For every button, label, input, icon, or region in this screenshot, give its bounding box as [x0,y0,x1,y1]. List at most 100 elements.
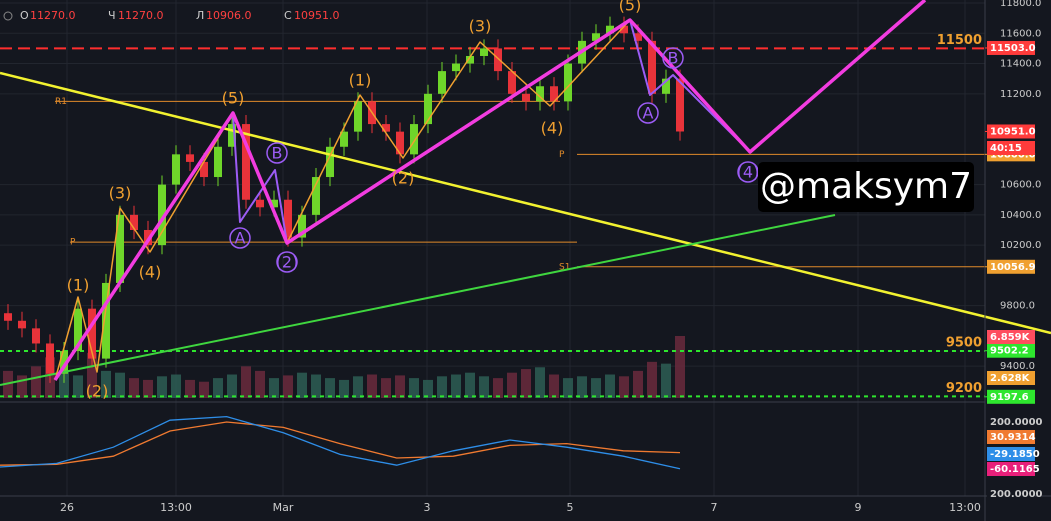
volume-bar [73,375,83,398]
candle-body [60,351,68,374]
ohlc-value: 10906.0 [206,9,252,22]
price-tag [987,389,1035,404]
volume-bar [591,378,601,398]
volume-bar [563,378,573,398]
volume-bar [199,381,209,398]
y-tick-label: 10600.0 [1000,180,1041,191]
watermark: @maksym7 [760,166,972,207]
wave-line [629,19,751,153]
candle-body [620,25,628,34]
wave-label: B [272,144,283,163]
volume-bar [521,369,531,398]
volume-bar [605,374,615,398]
y-tick-label: 10200.0 [1000,240,1041,251]
x-tick-label: 13:00 [160,501,192,514]
price-tag [987,141,1035,155]
price-tag-label: 9502.2 [990,346,1029,357]
candle-body [200,161,208,178]
volume-bar [269,378,279,398]
wave-label: (3) [469,17,492,36]
candle-body [130,214,138,230]
y-tick-label: 9400.0 [1000,361,1035,372]
candle-body [634,33,642,41]
price-tag [987,430,1035,444]
price-tag-label: 30.9314 [990,432,1036,443]
price-tag [987,371,1035,385]
volume-bar [535,367,545,398]
ohlc-value: 11270.0 [30,9,76,22]
watermark-box [758,162,974,212]
volume-bar [661,363,671,398]
level-label: 9200 [946,381,982,396]
volume-bar [493,378,503,398]
volume-bar [17,375,27,398]
volume-bar [311,374,321,398]
price-tag-label: 10951.0 [990,126,1036,137]
wave-label: (4) [139,263,162,282]
candle-body [18,320,26,329]
candle-body [326,146,334,178]
wave-label: (3) [109,184,132,203]
wave-label: (4) [541,119,564,138]
wave-label: (5) [619,0,642,15]
price-tag [987,259,1035,274]
candle-body [662,78,670,94]
pivot-label: P [559,150,565,160]
ohlc-value: 10951.0 [294,9,340,22]
candle-body [46,343,54,374]
wave-line [54,112,234,381]
wave-line [232,112,288,244]
y-tick-label: 11800.0 [1000,0,1041,9]
candle-body [88,308,96,359]
price-tag [987,40,1035,55]
volume-bar [87,352,97,398]
candle-body [298,214,306,238]
price-tag-label: 9197.6 [990,392,1029,403]
wave-line [53,0,927,381]
volume-bar [255,370,265,398]
candle-body [354,101,362,132]
y-tick-label: 11400.0 [1000,59,1041,70]
candle-body [648,40,656,94]
wave-circle [637,102,659,124]
pivot-label: P [70,238,76,248]
candle-body [536,86,544,102]
drawings [0,0,1051,386]
x-tick-label: 13:00 [949,501,981,514]
candle-body [676,78,684,132]
candle-body [564,63,572,102]
y-tick-label: 11200.0 [1000,89,1041,100]
volume-bar [325,378,335,398]
candle-body [382,124,390,132]
candle-body [550,86,558,102]
level-label: 9500 [946,336,982,351]
volume-bar [437,376,447,398]
volume-bar [143,379,153,398]
price-tag [987,447,1035,461]
candle-body [466,55,474,64]
volume-bar [549,374,559,398]
macd-line [0,421,681,466]
candle-body [158,184,166,246]
price-tag [987,124,1035,139]
x-tick-label: 5 [567,501,574,514]
volume-bar [619,376,629,398]
candle-body [228,124,236,147]
candle-body [256,199,264,208]
candle-body [592,33,600,41]
volume-bar [381,378,391,398]
volume-bar [339,379,349,398]
wave-label: (2) [86,382,109,401]
volume-bar [3,370,13,398]
wave-label: A [235,229,246,248]
wave-label: (4) [737,163,760,182]
candle-body [340,131,348,147]
candle-body [424,93,432,125]
wave-circle [276,251,298,273]
candle-body [494,48,502,72]
candle-body [452,63,460,72]
wave-label: B [668,49,679,68]
volume-bar [283,375,293,398]
volume-bar [227,374,237,398]
